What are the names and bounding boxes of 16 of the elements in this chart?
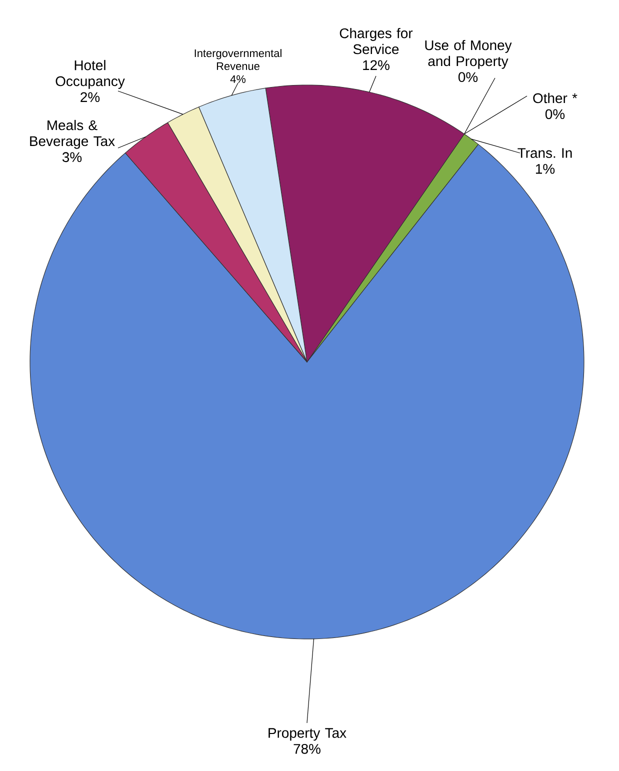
category-label: Use of Money and Property (425, 40, 512, 69)
text: 0% (458, 72, 478, 82)
slice-label: Meals & Beverage Tax (30, 120, 115, 149)
slice-label: Hotel Occupancy (56, 60, 125, 89)
data-label: 78% (294, 744, 320, 754)
slice-label: Charges for Service (340, 28, 413, 54)
data-label: 12% (363, 60, 390, 70)
slice-label: Property Tax (268, 728, 346, 741)
data-label: 3% (62, 152, 82, 162)
slice-label: Trans. In (518, 148, 572, 158)
text: 0% (545, 109, 565, 120)
data-label: 1% (536, 164, 555, 174)
data-label: 2% (80, 92, 100, 102)
data-label: 4% (230, 75, 246, 83)
slice-label: Intergovernmental Revenue (194, 49, 282, 70)
category-label: Other * (533, 92, 578, 104)
